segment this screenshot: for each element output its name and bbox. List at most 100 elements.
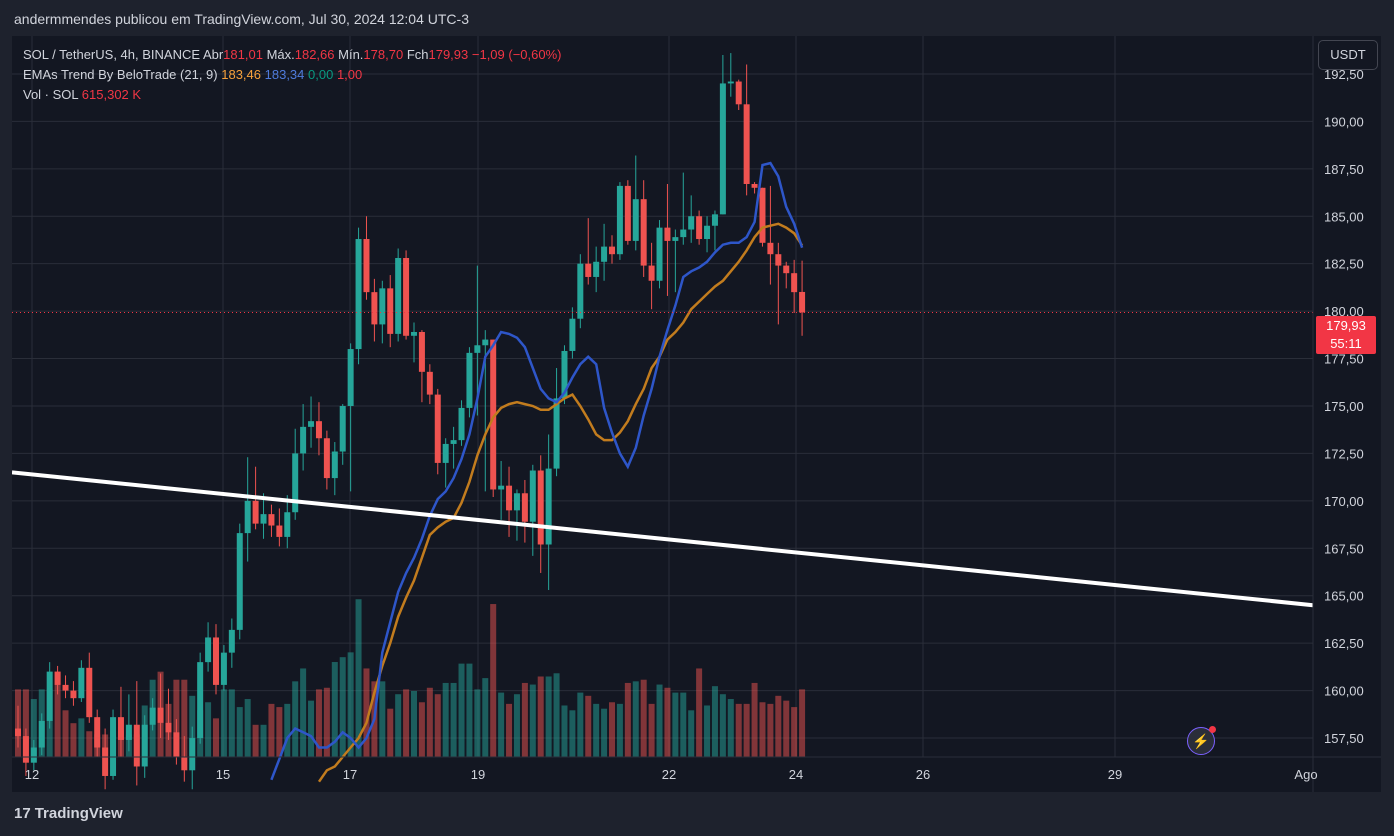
- currency-unit-button[interactable]: USDT: [1318, 40, 1378, 70]
- volume-bar: [624, 682, 631, 757]
- volume-bar: [521, 682, 528, 757]
- volume-bar: [395, 694, 402, 757]
- time-tick-label: 19: [471, 767, 485, 782]
- volume-bar: [474, 689, 481, 757]
- candle-body: [529, 470, 536, 522]
- volume-bar: [260, 724, 267, 757]
- volume-bar: [78, 718, 85, 757]
- volume-bar: [30, 699, 37, 757]
- price-tick-label: 157,50: [1324, 731, 1364, 746]
- candle-body: [30, 747, 37, 763]
- ema-row[interactable]: EMAs Trend By BeloTrade (21, 9) 183,46 1…: [23, 65, 562, 85]
- price-tick-label: 160,00: [1324, 684, 1364, 699]
- volume-bar: [450, 682, 457, 757]
- volume-bar: [403, 689, 410, 757]
- candle-body: [220, 652, 227, 685]
- volume-bar: [506, 703, 513, 757]
- candle-body: [767, 242, 774, 255]
- price-tick-label: 175,00: [1324, 399, 1364, 414]
- time-tick-label: 26: [916, 767, 930, 782]
- volume-indicator-name: Vol · SOL: [23, 87, 79, 102]
- volume-bar: [743, 703, 750, 757]
- candle-body: [86, 667, 93, 718]
- volume-bar: [205, 702, 212, 757]
- volume-bar: [70, 723, 77, 757]
- volume-bar: [387, 708, 394, 757]
- candle-body: [323, 438, 330, 479]
- candle-body: [585, 263, 592, 277]
- candle-body: [355, 239, 362, 350]
- candle-body: [102, 747, 109, 776]
- volume-bar: [759, 702, 766, 757]
- volume-bar: [672, 692, 679, 757]
- close-label: Fch: [406, 47, 429, 62]
- candle-body: [62, 684, 69, 691]
- volume-bar: [656, 684, 663, 757]
- time-tick-label: 29: [1108, 767, 1122, 782]
- symbol-row[interactable]: SOL / TetherUS, 4h, BINANCE Abr181,01 Má…: [23, 45, 562, 65]
- volume-bar: [775, 695, 782, 757]
- candle-body: [94, 717, 101, 748]
- volume-bar: [799, 689, 806, 757]
- volume-bar: [767, 703, 774, 757]
- candle-body: [735, 81, 742, 105]
- candle-body: [680, 229, 687, 238]
- candle-body: [418, 331, 425, 372]
- candle-body: [442, 443, 449, 463]
- candle-body: [268, 514, 275, 526]
- volume-bar: [601, 708, 608, 757]
- volume-bar: [513, 694, 520, 757]
- volume-bars: [15, 599, 806, 757]
- candle-body: [704, 225, 711, 240]
- candle-body: [616, 185, 623, 255]
- ema-fast-line: [270, 161, 804, 781]
- candle-body: [125, 724, 132, 740]
- price-tick-label: 182,50: [1324, 257, 1364, 272]
- tradingview-logo[interactable]: 17 TradingView: [14, 805, 123, 822]
- volume-bar: [719, 694, 726, 757]
- time-axis[interactable]: 12 15 17 19 22 24 26 29 Ago: [25, 767, 1318, 782]
- candle-body: [537, 470, 544, 545]
- low-value: 178,70: [363, 47, 404, 62]
- volume-bar: [173, 679, 180, 757]
- candle-body: [632, 199, 639, 241]
- volume-bar: [252, 724, 259, 757]
- candle-body: [347, 349, 354, 406]
- price-tick-label: 180,00: [1324, 304, 1364, 319]
- volume-bar: [577, 692, 584, 757]
- volume-bar: [331, 662, 338, 757]
- volume-bar: [616, 703, 623, 757]
- volume-bar: [442, 682, 449, 757]
- candle-body: [395, 257, 402, 334]
- volume-bar: [86, 731, 93, 757]
- candle-body: [22, 736, 29, 763]
- volume-row[interactable]: Vol · SOL 615,302 K: [23, 85, 562, 105]
- candle-body: [593, 261, 600, 277]
- chart-frame[interactable]: [12, 36, 1381, 792]
- alert-bolt-button[interactable]: ⚡: [1187, 726, 1216, 755]
- candle-body: [371, 292, 378, 325]
- volume-bar: [284, 703, 291, 757]
- candle-body: [656, 227, 663, 281]
- volume-bar: [648, 703, 655, 757]
- volume-bar: [379, 681, 386, 757]
- price-tick-label: 165,00: [1324, 589, 1364, 604]
- candle-body: [403, 257, 410, 336]
- volume-bar: [276, 707, 283, 757]
- volume-bar: [418, 702, 425, 757]
- time-tick-label: 12: [25, 767, 39, 782]
- price-tick-label: 190,00: [1324, 114, 1364, 129]
- trend-line[interactable]: [12, 470, 1314, 608]
- candle-body: [15, 728, 21, 737]
- price-tick-label: 172,50: [1324, 446, 1364, 461]
- candle-body: [276, 525, 283, 537]
- volume-bar: [355, 599, 362, 757]
- candle-body: [308, 421, 315, 427]
- ema-slow-value: 183,46: [221, 67, 261, 82]
- chart-svg[interactable]: 157,50160,00162,50165,00167,50170,00172,…: [12, 36, 1381, 792]
- price-axis[interactable]: 157,50 160,00 162,50 165,00 167,50 170,00 172,…: [1324, 67, 1364, 746]
- volume-bar: [783, 700, 790, 757]
- candle-body: [133, 724, 140, 767]
- candle-body: [640, 199, 647, 266]
- candle-body: [751, 183, 758, 188]
